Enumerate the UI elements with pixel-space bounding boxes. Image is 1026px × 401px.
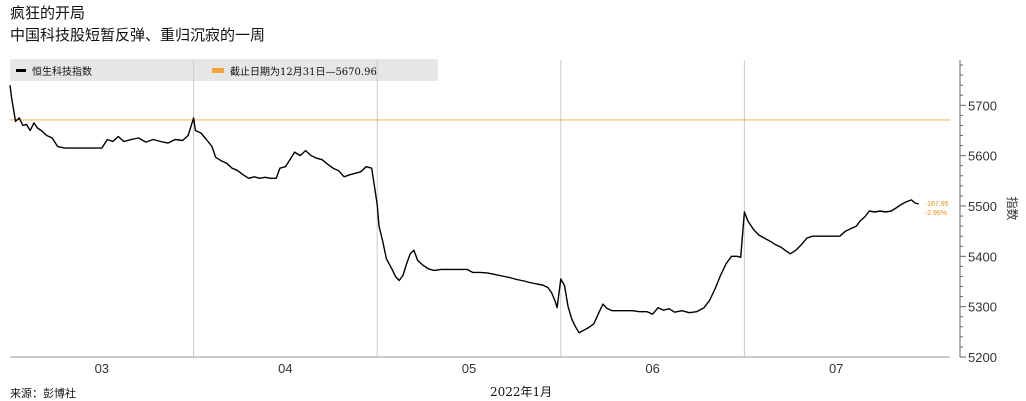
legend-swatch-line — [16, 68, 26, 72]
y-axis-label: 指数 — [1005, 196, 1020, 220]
y-tick-label: 5200 — [968, 350, 997, 365]
legend-item-series: 恒生科技指数 — [16, 59, 92, 81]
chart-title: 疯狂的开局 — [10, 4, 86, 22]
y-tick-label: 5500 — [968, 199, 997, 214]
x-tick-label: 04 — [278, 361, 292, 376]
legend-reference-label: 截止日期为12月31日—5670.96 — [230, 66, 377, 78]
legend-series-label: 恒生科技指数 — [32, 66, 92, 78]
x-axis-caption: 2022年1月 — [490, 385, 553, 399]
chart-subtitle: 中国科技股短暂反弹、重归沉寂的一周 — [10, 26, 266, 44]
annotation-change-points: -167.95 — [925, 201, 949, 208]
series-line-hstech — [9, 85, 919, 334]
y-tick-label: 5400 — [968, 249, 997, 264]
x-tick-label: 05 — [462, 361, 476, 376]
annotation-change-pct: -2.96% — [925, 210, 947, 217]
source-note: 来源：彭博社 — [10, 387, 76, 400]
x-tick-label: 07 — [829, 361, 843, 376]
y-tick-label: 5700 — [968, 98, 997, 113]
legend-swatch-reference — [212, 67, 224, 73]
y-tick-label: 5600 — [968, 149, 997, 164]
legend: 恒生科技指数 截止日期为12月31日—5670.96 — [10, 59, 438, 81]
x-tick-label: 03 — [95, 361, 109, 376]
x-tick-label: 06 — [645, 361, 659, 376]
y-tick-label: 5300 — [968, 300, 997, 315]
legend-item-reference: 截止日期为12月31日—5670.96 — [212, 59, 377, 81]
